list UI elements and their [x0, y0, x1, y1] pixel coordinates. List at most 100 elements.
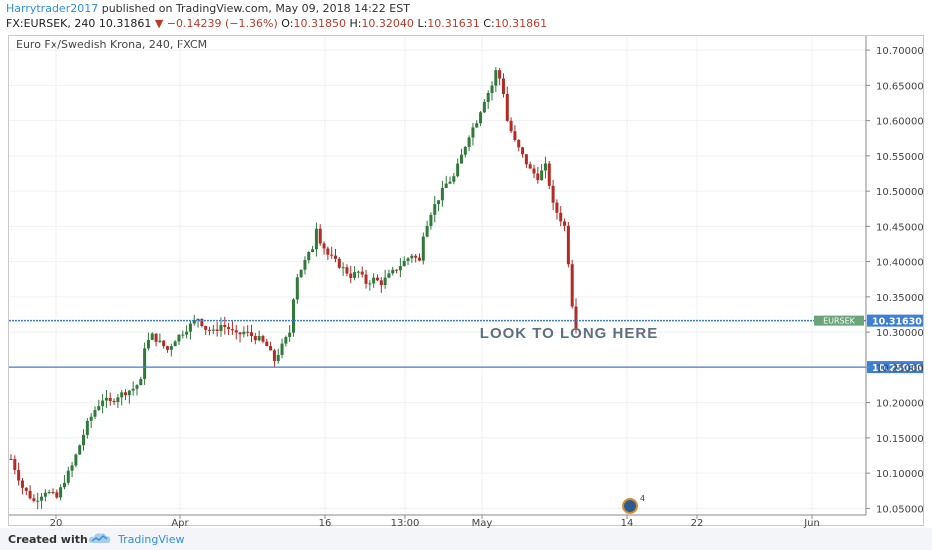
candle-body	[66, 470, 70, 483]
candle-body	[177, 334, 181, 342]
candle-body	[326, 248, 330, 255]
candle-body	[501, 78, 505, 94]
candle-body	[238, 332, 242, 335]
author-link[interactable]: Harrytrader2017	[6, 2, 99, 15]
candle-body	[509, 120, 513, 132]
candle-body	[303, 260, 307, 270]
candles	[9, 67, 578, 510]
candle-body	[257, 336, 261, 341]
candle-body	[13, 459, 17, 471]
candle-body	[230, 329, 234, 331]
y-tick-label: 10.65000	[876, 81, 924, 92]
y-tick-label: 10.25000	[876, 363, 924, 374]
candle-body	[353, 272, 357, 278]
candle-body	[517, 139, 521, 148]
candle-body	[40, 496, 44, 501]
candle-body	[463, 146, 467, 155]
candle-body	[345, 267, 349, 274]
chart-frame[interactable]	[8, 35, 924, 526]
event-count: 4	[640, 494, 645, 503]
symbol-tag: EURSEK	[823, 317, 856, 326]
candle-body	[158, 340, 162, 342]
candle-body	[215, 329, 219, 331]
candle-body	[528, 164, 532, 169]
y-tick-label: 10.40000	[876, 258, 924, 269]
candle-body	[288, 332, 292, 338]
candle-body	[475, 123, 479, 128]
candle-body	[242, 331, 246, 335]
candle-body	[166, 346, 170, 350]
y-tick-label: 10.70000	[876, 46, 924, 57]
quote-line: FX:EURSEK, 240 10.31861 ▼ −0.14239 (−1.3…	[6, 17, 547, 31]
candle-body	[333, 255, 337, 259]
candle-body	[341, 267, 345, 269]
x-tick-label: 16	[319, 518, 332, 528]
candle-body	[356, 271, 360, 273]
candle-body	[574, 306, 578, 329]
candle-body	[383, 277, 387, 286]
candle-body	[433, 204, 437, 215]
candle-body	[536, 173, 540, 181]
candle-body	[74, 454, 78, 466]
candle-body	[62, 482, 66, 488]
candle-body	[456, 163, 460, 177]
x-tick-label: Jun	[803, 518, 820, 528]
candle-body	[524, 154, 528, 165]
candle-body	[146, 339, 150, 349]
candle-body	[131, 388, 135, 391]
candle-body	[269, 346, 273, 351]
price-label: 10.25036	[872, 363, 922, 374]
y-tick-label: 10.60000	[876, 117, 924, 128]
candle-body	[479, 112, 483, 124]
candle-body	[124, 392, 128, 396]
candle-body	[89, 416, 93, 421]
candle-body	[208, 329, 212, 331]
candle-body	[192, 320, 196, 324]
candle-body	[364, 274, 368, 284]
candle-body	[85, 420, 89, 435]
candle-body	[93, 409, 97, 417]
x-tick-label: 13:00	[391, 518, 420, 528]
candle-body	[261, 336, 265, 342]
symbol-label: FX:EURSEK, 240	[6, 17, 96, 30]
candle-body	[169, 346, 173, 350]
candle-body	[276, 354, 280, 362]
candle-body	[482, 101, 486, 113]
candle-body	[498, 70, 502, 79]
y-tick-label: 10.10000	[876, 469, 924, 480]
candle-body	[200, 318, 204, 326]
x-tick-label: 20	[50, 518, 63, 528]
last-price: 10.31861	[98, 17, 152, 30]
close-label: C:	[483, 17, 495, 30]
candle-body	[70, 465, 74, 471]
symbol-tag-bg	[814, 315, 864, 326]
candle-body	[101, 400, 105, 407]
grid	[9, 36, 866, 515]
candle-body	[127, 390, 131, 396]
y-tick-label: 10.45000	[876, 222, 924, 233]
chart-header: Harrytrader2017 published on TradingView…	[4, 0, 928, 32]
y-tick-label: 10.35000	[876, 293, 924, 304]
high-value: 10.32040	[361, 17, 414, 30]
candle-body	[448, 181, 452, 184]
x-tick-label: Apr	[171, 518, 189, 528]
y-tick-label: 10.30000	[876, 328, 924, 339]
candle-body	[280, 343, 284, 355]
candle-body	[162, 340, 166, 347]
candle-body	[410, 255, 414, 259]
x-tick-label: 22	[691, 518, 704, 528]
y-tick-label: 10.50000	[876, 187, 924, 198]
candle-body	[532, 168, 536, 174]
candle-body	[406, 258, 410, 261]
event-badge[interactable]: 4	[622, 494, 645, 514]
close-value: 10.31861	[494, 17, 548, 30]
publish-info: published on TradingView.com, May 09, 20…	[98, 2, 410, 15]
candle-body	[372, 277, 376, 284]
candle-body	[314, 228, 318, 250]
candle-body	[505, 93, 509, 121]
tradingview-link[interactable]: TradingView	[118, 533, 185, 546]
candle-body	[395, 269, 399, 271]
candle-body	[227, 327, 231, 330]
candle-body	[387, 273, 391, 278]
